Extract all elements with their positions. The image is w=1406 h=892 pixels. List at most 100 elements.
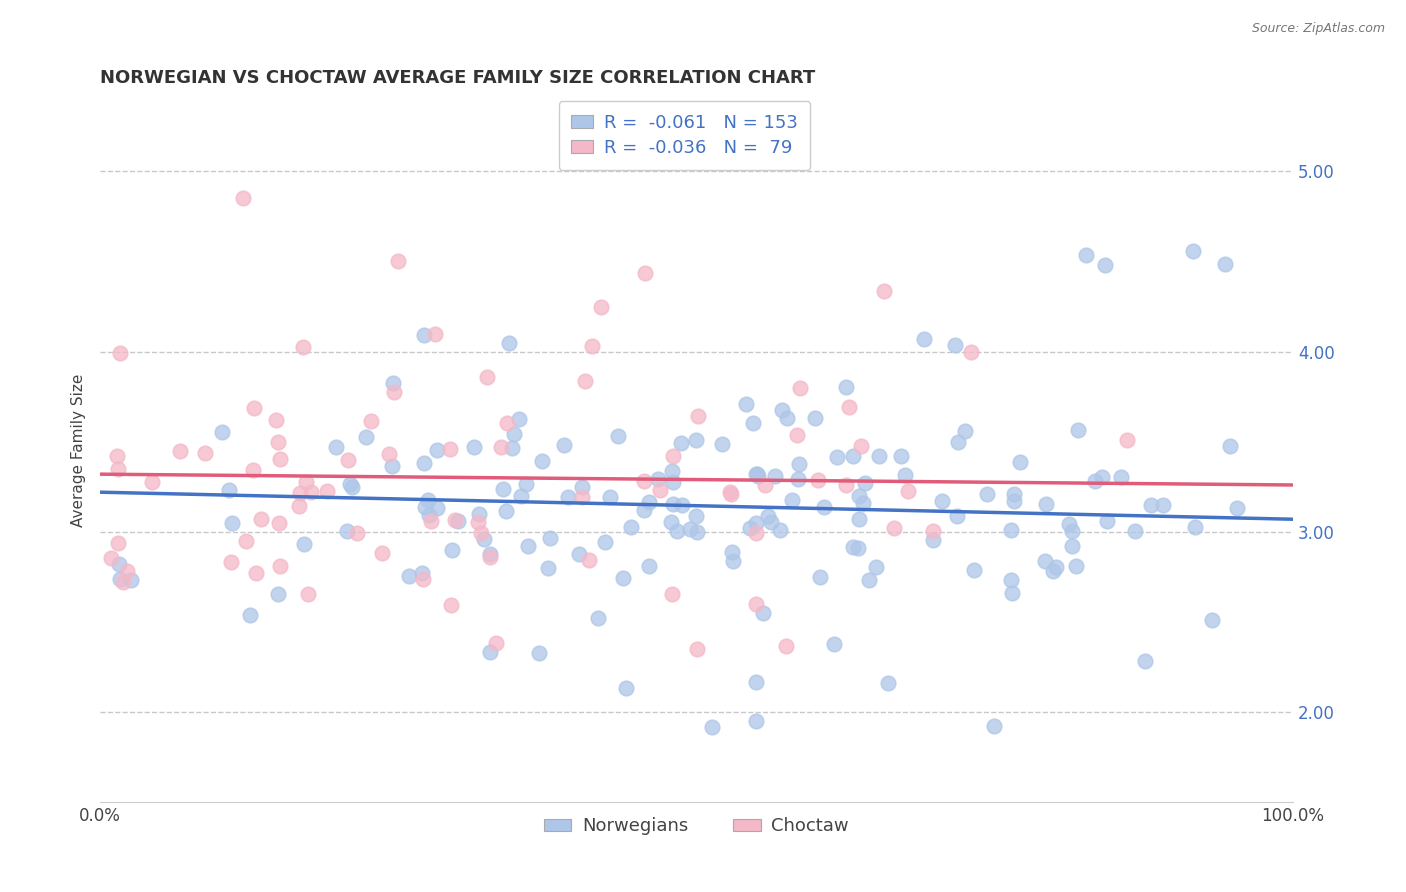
Point [612, 571, 634, 585]
Point [468, 507, 491, 521]
Point [813, 500, 835, 514]
Point [848, 512, 870, 526]
Point [100, 550, 122, 565]
Point [953, 424, 976, 438]
Point [877, 675, 900, 690]
Point [855, 476, 877, 491]
Point [780, 493, 803, 508]
Point [848, 489, 870, 503]
Point [633, 503, 655, 517]
Point [883, 521, 905, 535]
Point [1008, 455, 1031, 469]
Point [492, 483, 515, 497]
Point [107, 462, 129, 476]
Point [1074, 248, 1097, 262]
Point [669, 435, 692, 450]
Point [571, 480, 593, 494]
Point [299, 485, 322, 500]
Point [232, 191, 254, 205]
Point [242, 463, 264, 477]
Point [413, 500, 436, 514]
Point [700, 720, 723, 734]
Point [711, 436, 734, 450]
Point [578, 552, 600, 566]
Point [960, 344, 983, 359]
Point [498, 336, 520, 351]
Point [849, 439, 872, 453]
Point [593, 535, 616, 549]
Point [108, 558, 131, 572]
Point [557, 490, 579, 504]
Point [479, 645, 502, 659]
Point [194, 446, 217, 460]
Point [382, 385, 405, 400]
Point [1002, 487, 1025, 501]
Point [745, 526, 768, 541]
Point [647, 472, 669, 486]
Point [467, 515, 489, 529]
Point [239, 608, 262, 623]
Point [489, 441, 512, 455]
Point [943, 338, 966, 352]
Point [485, 636, 508, 650]
Point [685, 434, 707, 448]
Point [120, 573, 142, 587]
Point [745, 467, 768, 481]
Point [107, 536, 129, 550]
Point [503, 427, 526, 442]
Point [599, 490, 621, 504]
Point [297, 587, 319, 601]
Point [659, 515, 682, 529]
Point [661, 497, 683, 511]
Point [946, 509, 969, 524]
Point [852, 496, 875, 510]
Point [745, 597, 768, 611]
Point [439, 442, 461, 457]
Point [946, 434, 969, 449]
Point [1060, 524, 1083, 538]
Point [269, 452, 291, 467]
Point [1226, 500, 1249, 515]
Point [769, 523, 792, 537]
Point [963, 563, 986, 577]
Point [1201, 613, 1223, 627]
Point [873, 284, 896, 298]
Point [720, 545, 742, 559]
Point [538, 531, 561, 545]
Point [1045, 560, 1067, 574]
Point [105, 449, 128, 463]
Point [218, 483, 240, 497]
Point [245, 566, 267, 580]
Point [686, 409, 709, 423]
Point [264, 413, 287, 427]
Point [495, 504, 517, 518]
Point [846, 541, 869, 556]
Point [250, 512, 273, 526]
Point [620, 520, 643, 534]
Point [1140, 498, 1163, 512]
Point [339, 476, 361, 491]
Point [447, 514, 470, 528]
Point [501, 441, 523, 455]
Point [553, 438, 575, 452]
Point [1095, 514, 1118, 528]
Point [1001, 586, 1024, 600]
Point [1000, 573, 1022, 587]
Point [478, 550, 501, 565]
Legend: Norwegians, Choctaw: Norwegians, Choctaw [537, 810, 856, 842]
Point [267, 434, 290, 449]
Point [1084, 474, 1107, 488]
Point [475, 370, 498, 384]
Point [1184, 519, 1206, 533]
Point [685, 525, 707, 540]
Point [868, 449, 890, 463]
Point [371, 546, 394, 560]
Point [922, 533, 945, 547]
Point [243, 401, 266, 416]
Point [922, 524, 945, 539]
Point [412, 572, 434, 586]
Point [841, 450, 863, 464]
Point [588, 611, 610, 625]
Point [835, 379, 858, 393]
Point [931, 494, 953, 508]
